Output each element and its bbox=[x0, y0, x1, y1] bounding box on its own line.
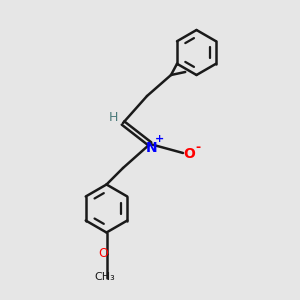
Text: +: + bbox=[155, 134, 164, 144]
Text: O: O bbox=[99, 247, 108, 260]
Text: H: H bbox=[109, 111, 118, 124]
Text: CH₃: CH₃ bbox=[94, 272, 116, 283]
Text: O: O bbox=[184, 148, 196, 161]
Text: -: - bbox=[195, 141, 201, 154]
Text: N: N bbox=[146, 141, 157, 154]
